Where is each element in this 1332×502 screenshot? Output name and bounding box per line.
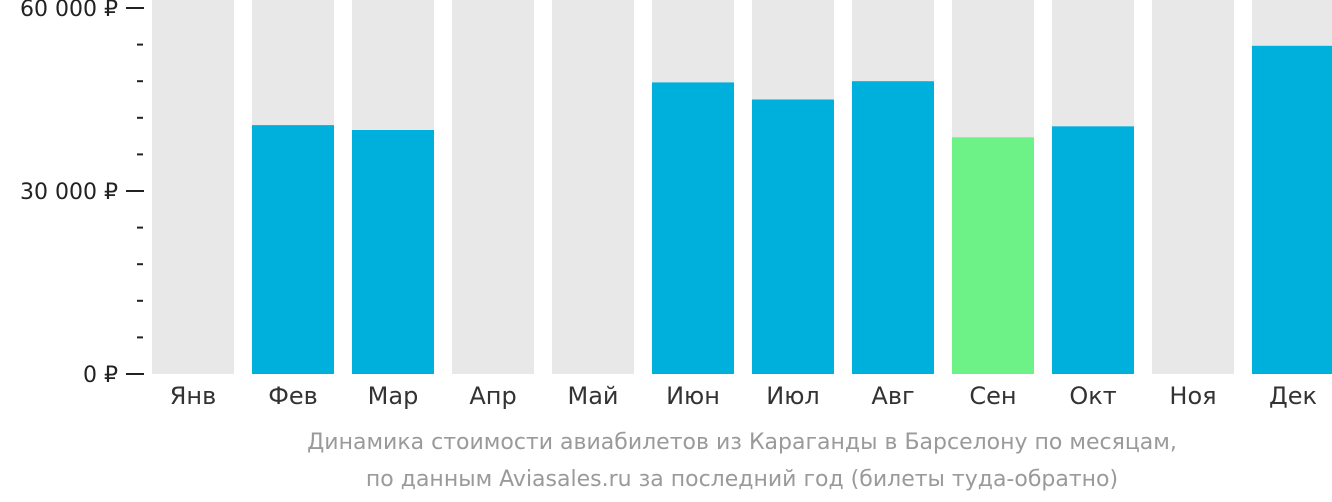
bar-10[interactable]	[1052, 126, 1134, 374]
x-axis: Янв Фев Мар Апр Май Июн Июл Авг Сен Окт Ноя Дек	[170, 382, 1317, 410]
x-tick-label: Июн	[666, 382, 720, 410]
chart-caption-line-2: по данным Aviasales.ru за последний год …	[365, 467, 1119, 492]
x-tick-label: Мар	[368, 382, 419, 410]
bar-3[interactable]	[352, 130, 434, 374]
y-tick-label: 30 000 ₽	[20, 180, 118, 205]
background-column-5	[552, 0, 634, 374]
bars	[252, 45, 1332, 375]
bar-8[interactable]	[852, 81, 934, 374]
x-tick-label: Май	[567, 382, 618, 410]
bar-6[interactable]	[652, 82, 734, 375]
x-tick-label: Апр	[469, 382, 516, 410]
y-tick-label: 60 000 ₽	[20, 0, 118, 22]
background-column-1	[152, 0, 234, 374]
x-tick-label: Июл	[766, 382, 820, 410]
x-tick-label: Дек	[1269, 382, 1317, 410]
y-tick-label: 0 ₽	[83, 363, 118, 388]
bar-7[interactable]	[752, 99, 834, 375]
bar-12[interactable]	[1252, 45, 1332, 374]
x-tick-label: Фев	[268, 382, 318, 410]
background-column-11	[1152, 0, 1234, 374]
x-tick-label: Сен	[969, 382, 1016, 410]
background-column-4	[452, 0, 534, 374]
x-tick-label: Авг	[871, 382, 914, 410]
y-axis: 0 ₽ 30 000 ₽ 60 000 ₽	[20, 0, 144, 388]
bar-9[interactable]	[952, 137, 1034, 374]
bar-2[interactable]	[252, 125, 334, 375]
x-tick-label: Окт	[1069, 382, 1116, 410]
x-tick-label: Янв	[170, 382, 217, 410]
price-bar-chart: 0 ₽ 30 000 ₽ 60 000 ₽ Янв Фев Мар Апр Май Июн Ию…	[20, 0, 1332, 410]
x-tick-label: Ноя	[1169, 382, 1216, 410]
chart-caption-line-1: Динамика стоимости авиабилетов из Карага…	[307, 430, 1177, 455]
